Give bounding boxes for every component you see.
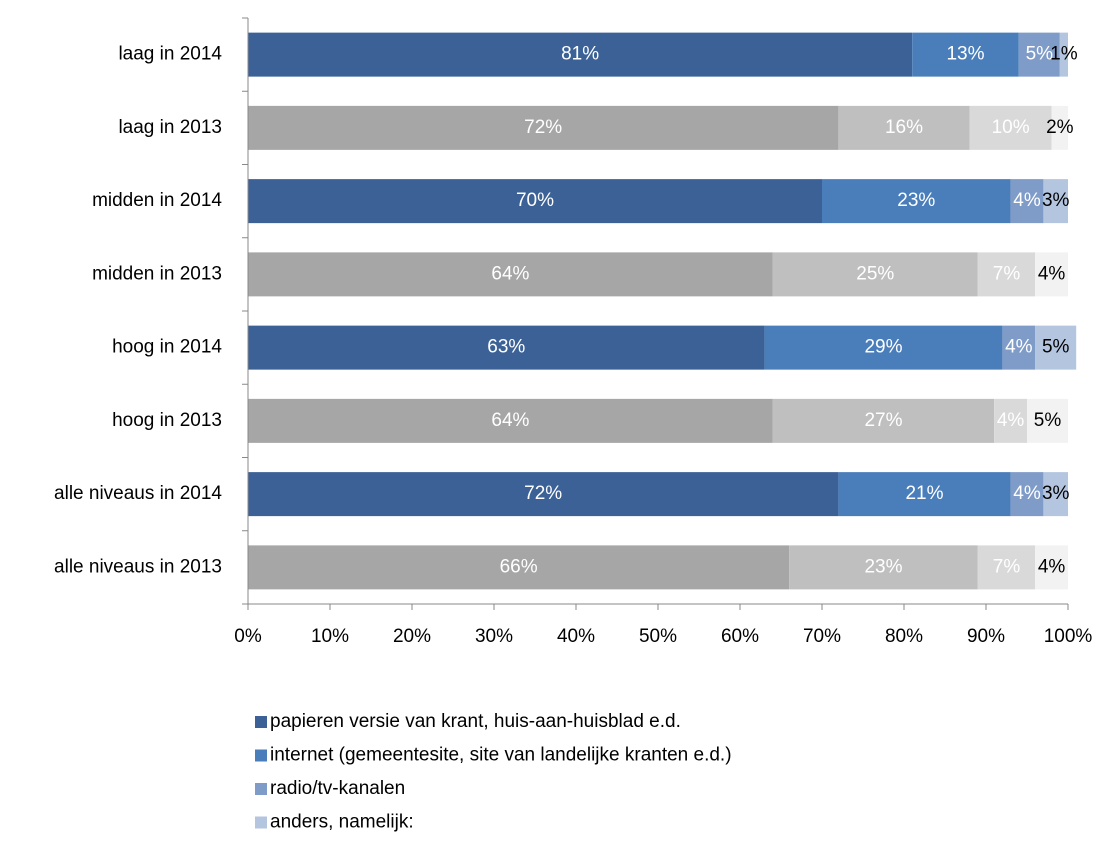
data-label: 5% (1026, 44, 1054, 65)
x-tick-label: 20% (393, 626, 431, 647)
bar-segment (248, 252, 773, 297)
x-tick-label: 80% (885, 626, 923, 647)
data-label: 21% (905, 483, 943, 504)
data-label: 23% (897, 190, 935, 211)
bar-segment (248, 325, 765, 370)
bar-segment (1035, 545, 1068, 590)
bar-segment (1027, 398, 1068, 443)
data-label: 5% (1042, 337, 1070, 358)
data-label: 4% (1038, 263, 1066, 284)
data-label: 16% (885, 117, 923, 138)
data-label: 23% (864, 556, 902, 577)
bar-segment (969, 105, 1052, 150)
data-label: 3% (1042, 190, 1070, 211)
legend-label: radio/tv-kanalen (270, 778, 405, 799)
y-tick-label: hoog in 2013 (112, 410, 222, 431)
x-tick-label: 10% (311, 626, 349, 647)
data-label: 29% (864, 337, 902, 358)
x-tick-label: 90% (967, 626, 1005, 647)
bar-segment (1010, 472, 1044, 517)
bar-segment (772, 252, 978, 297)
data-label: 25% (856, 263, 894, 284)
x-tick-label: 70% (803, 626, 841, 647)
x-tick-label: 40% (557, 626, 595, 647)
bar-segment (838, 472, 1011, 517)
data-label: 64% (491, 263, 529, 284)
bar-segment (248, 32, 913, 77)
x-tick-label: 50% (639, 626, 677, 647)
y-tick-label: hoog in 2014 (112, 337, 222, 358)
bar-segment (1035, 325, 1077, 370)
bar-segment (822, 179, 1011, 224)
bar-segment (838, 105, 970, 150)
data-label: 72% (524, 483, 562, 504)
bar-segment (994, 398, 1027, 443)
bar-segment (1010, 179, 1044, 224)
legend-swatch (255, 816, 267, 829)
data-label: 4% (1013, 190, 1041, 211)
data-label: 4% (1005, 337, 1033, 358)
legend-label: internet (gemeentesite, site van landeli… (270, 745, 732, 766)
bar-segment (1043, 179, 1068, 224)
data-label: 13% (946, 44, 984, 65)
x-tick-label: 30% (475, 626, 513, 647)
y-tick-label: alle niveaus in 2014 (54, 483, 222, 504)
data-label: 4% (1038, 556, 1066, 577)
data-label: 4% (997, 410, 1025, 431)
bar-segment (248, 105, 839, 150)
x-tick-label: 60% (721, 626, 759, 647)
data-label: 3% (1042, 483, 1070, 504)
bar-segment (789, 545, 978, 590)
data-label: 66% (500, 556, 538, 577)
bar-segment (248, 398, 773, 443)
bar-segment (1002, 325, 1036, 370)
bar-segment (772, 398, 995, 443)
legend-swatch (255, 749, 267, 762)
data-label: 81% (561, 44, 599, 65)
bar-segment (912, 32, 1019, 77)
data-label: 7% (993, 556, 1021, 577)
data-label: 4% (1013, 483, 1041, 504)
bar-segment (1018, 32, 1060, 77)
bar-segment (1051, 105, 1068, 150)
legend-swatch (255, 783, 267, 795)
x-tick-label: 100% (1044, 626, 1093, 647)
bar-segment (1035, 252, 1068, 297)
legend-label: papieren versie van krant, huis-aan-huis… (270, 711, 681, 732)
legend-swatch (255, 716, 267, 728)
bar-segment (977, 545, 1036, 590)
y-tick-label: midden in 2013 (92, 263, 222, 284)
data-label: 1% (1050, 44, 1078, 65)
data-label: 72% (524, 117, 562, 138)
data-label: 10% (992, 117, 1030, 138)
y-tick-label: midden in 2014 (92, 190, 222, 211)
y-tick-label: alle niveaus in 2013 (54, 556, 222, 577)
data-label: 7% (993, 263, 1021, 284)
y-tick-label: laag in 2014 (118, 44, 222, 65)
y-tick-label: laag in 2013 (118, 117, 222, 138)
bar-segment (1043, 472, 1068, 517)
bar-segment (248, 545, 790, 590)
bar-segment (248, 472, 839, 517)
data-label: 5% (1034, 410, 1062, 431)
data-label: 63% (487, 337, 525, 358)
bar-segment (977, 252, 1036, 297)
legend-label: anders, namelijk: (270, 812, 414, 833)
bar-segment (248, 179, 822, 224)
data-label: 2% (1046, 117, 1074, 138)
bar-segment (1059, 32, 1068, 77)
data-label: 64% (491, 410, 529, 431)
x-tick-label: 0% (234, 626, 262, 647)
bar-segment (764, 325, 1003, 370)
data-label: 70% (516, 190, 554, 211)
data-label: 27% (864, 410, 902, 431)
